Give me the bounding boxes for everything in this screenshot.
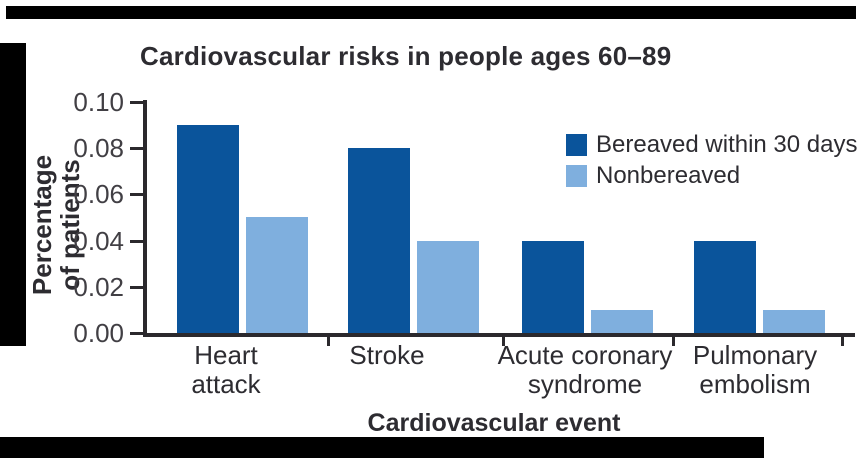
x-category-label: Heart attack: [191, 340, 261, 399]
x-tick: [327, 337, 330, 346]
legend-item: Bereaved within 30 days: [566, 133, 858, 157]
y-tick-label: 0.10: [73, 87, 124, 117]
y-tick-label: 0.00: [73, 318, 124, 348]
y-tick-label: 0.08: [73, 133, 124, 163]
legend-swatch: [566, 134, 587, 156]
y-tick: [130, 101, 143, 104]
x-tick: [502, 337, 505, 346]
y-tick-label: 0.02: [73, 272, 124, 302]
bar-nonbereaved: [417, 241, 479, 333]
chart-title: Cardiovascular risks in people ages 60–8…: [140, 41, 672, 71]
x-tick: [672, 337, 675, 346]
bar-bereaved: [522, 241, 584, 333]
bar-nonbereaved: [246, 217, 308, 333]
x-axis-title: Cardiovascular event: [367, 409, 621, 437]
left-black-bar: [0, 43, 26, 346]
legend-label: Bereaved within 30 days: [596, 131, 858, 158]
legend-label: Nonbereaved: [596, 162, 741, 189]
bar-nonbereaved: [591, 310, 653, 333]
x-category-label: Acute coronary syndrome: [497, 340, 673, 399]
y-tick: [130, 286, 143, 289]
bar-bereaved: [348, 148, 410, 333]
top-black-bar: [6, 6, 856, 19]
y-axis-line: [143, 100, 147, 337]
y-tick: [130, 147, 143, 150]
legend-item: Nonbereaved: [566, 164, 740, 188]
y-tick: [130, 193, 143, 196]
bar-bereaved: [694, 241, 756, 333]
bar-nonbereaved: [763, 310, 825, 333]
bar-bereaved: [177, 125, 239, 333]
x-tick: [841, 337, 844, 346]
x-category-label: Pulmonary embolism: [692, 340, 818, 399]
legend-swatch: [566, 165, 587, 187]
y-tick: [130, 240, 143, 243]
bottom-black-bar: [0, 437, 764, 458]
y-tick-label: 0.06: [73, 179, 124, 209]
x-category-label: Stroke: [349, 340, 425, 370]
y-tick-label: 0.04: [73, 226, 124, 256]
y-tick: [130, 332, 143, 335]
x-axis-line: [143, 333, 855, 337]
